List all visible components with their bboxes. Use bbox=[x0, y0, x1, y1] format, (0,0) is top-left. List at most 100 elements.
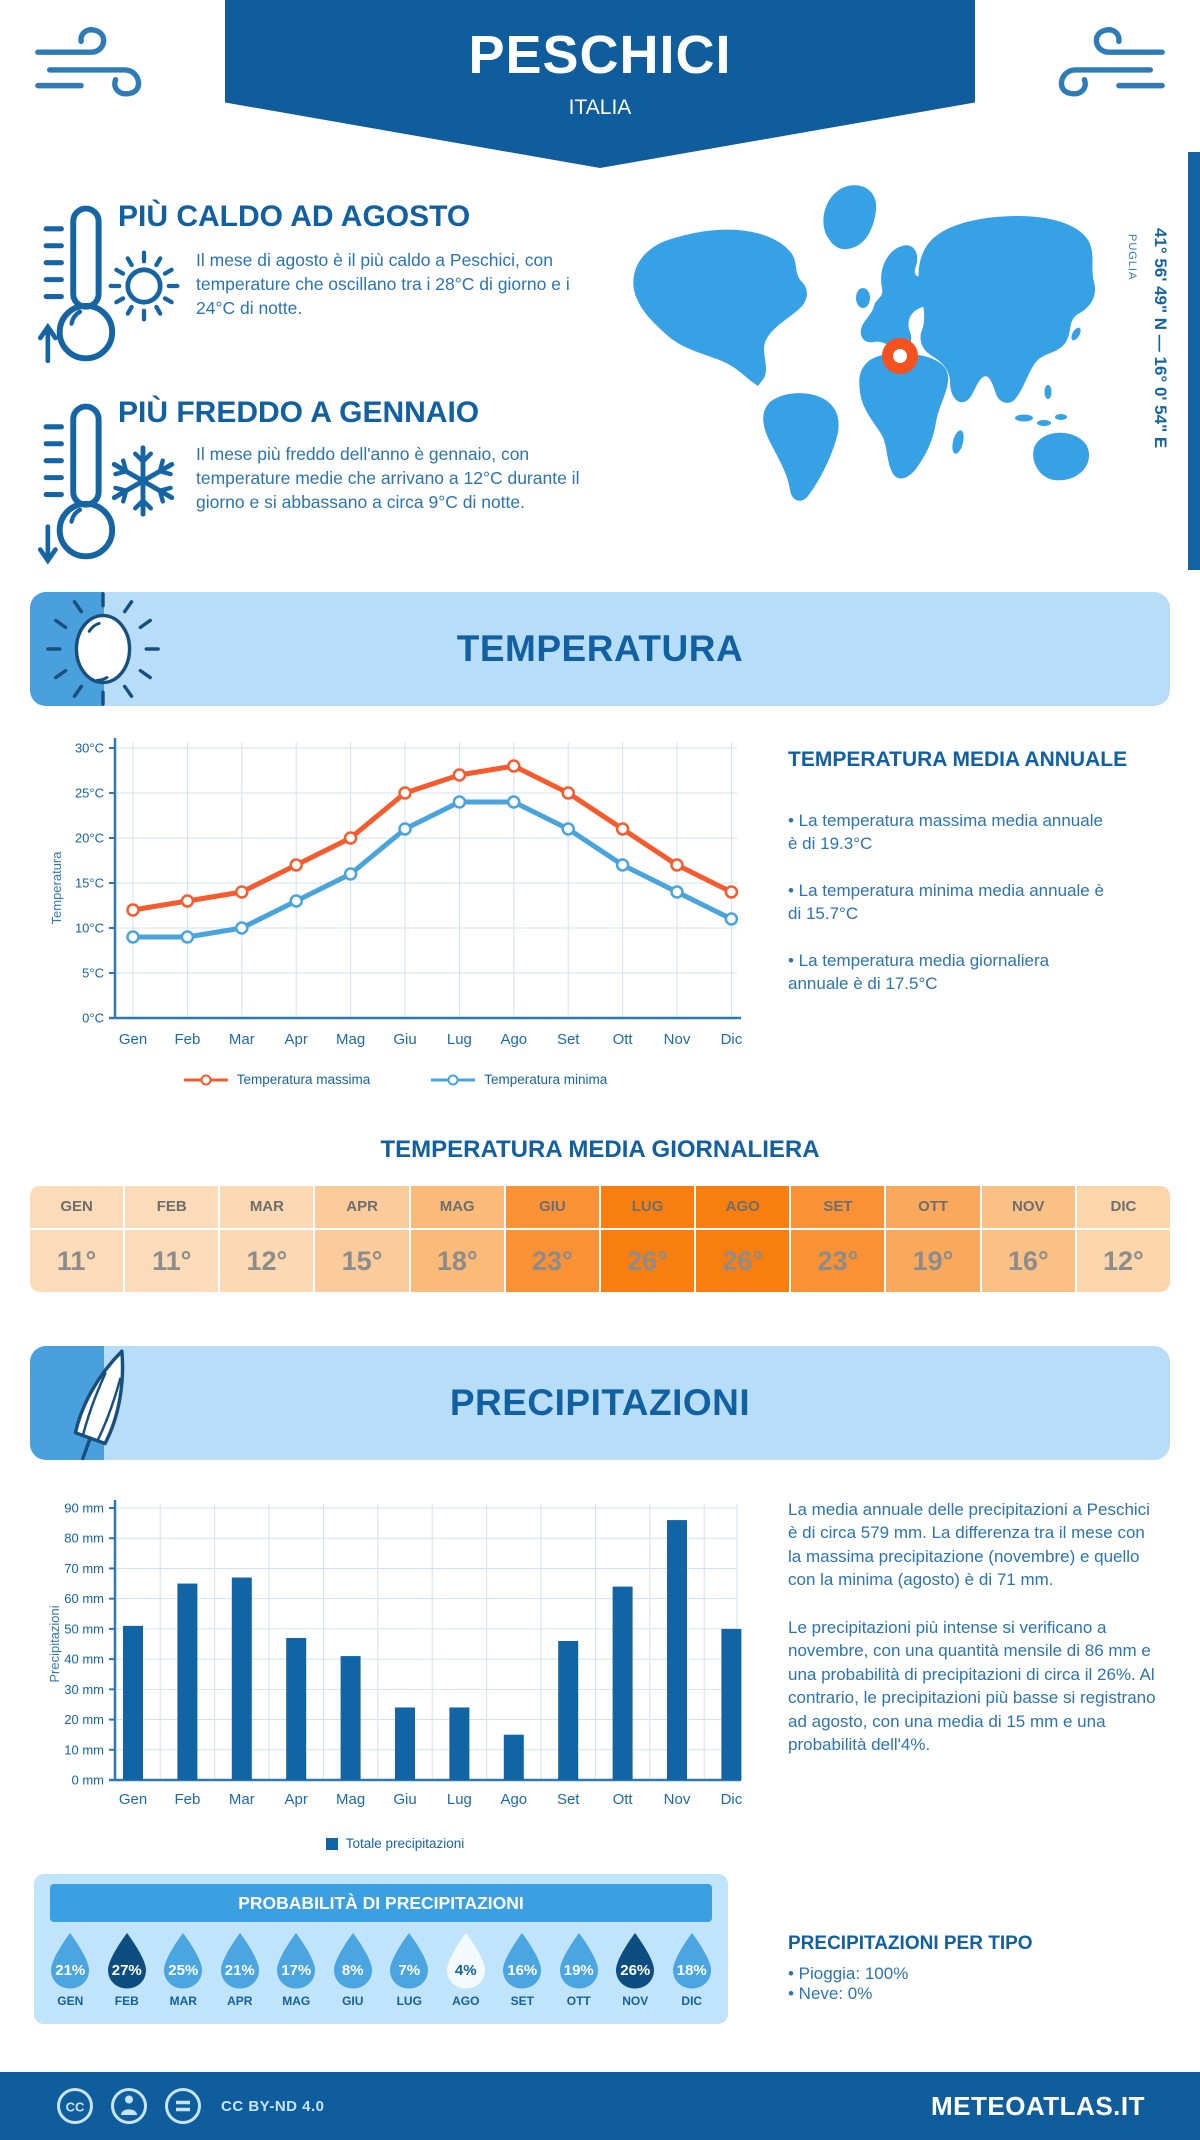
svg bbox=[164, 1933, 203, 1989]
droplet-icon: 7% bbox=[387, 1932, 431, 1990]
license-label: CC BY-ND 4.0 bbox=[221, 2097, 325, 2115]
probability-value: 4% bbox=[454, 1962, 477, 1979]
probability-cell-APR: 21% APR bbox=[212, 1932, 269, 2008]
month-cell-SET: SET 23° bbox=[791, 1186, 885, 1292]
droplet-icon: 25% bbox=[161, 1932, 205, 1990]
svg bbox=[390, 1933, 429, 1989]
month-cell-OTT: OTT 19° bbox=[886, 1186, 980, 1292]
path bbox=[51, 1933, 90, 1989]
bar-Mag bbox=[340, 1656, 361, 1780]
data-point bbox=[507, 759, 521, 773]
svg bbox=[616, 1933, 655, 1989]
legend-item: Totale precipitazioni bbox=[325, 1836, 465, 1851]
bar-Ago bbox=[503, 1734, 524, 1780]
legend-sample bbox=[431, 1074, 476, 1085]
probability-month: FEB bbox=[114, 1994, 139, 2008]
x-tick-label: Lug bbox=[447, 1031, 472, 1048]
data-point bbox=[398, 822, 412, 836]
svg bbox=[220, 1933, 259, 1989]
data-point bbox=[507, 795, 521, 809]
path bbox=[277, 1933, 316, 1989]
probability-month: AGO bbox=[452, 1994, 480, 2008]
path bbox=[220, 1933, 259, 1989]
svg bbox=[277, 1933, 316, 1989]
y-tick-label: 20 mm bbox=[64, 1712, 104, 1727]
data-point bbox=[561, 786, 575, 800]
daily-temp-heading: TEMPERATURA MEDIA GIORNALIERA bbox=[380, 1136, 820, 1163]
x-tick-label: Ago bbox=[500, 1031, 527, 1048]
data-point bbox=[235, 885, 249, 899]
warmest-heading: PIÙ CALDO AD AGOSTO bbox=[118, 200, 471, 233]
probability-month: OTT bbox=[566, 1994, 591, 2008]
probability-cell-GEN: 21% GEN bbox=[42, 1932, 99, 2008]
footer: CC CC BY-ND 4.0 METEOATLAS.IT bbox=[0, 2072, 1200, 2140]
bar-Mar bbox=[231, 1577, 252, 1780]
page-title: PESCHICI bbox=[468, 25, 732, 85]
droplet-icon: 19% bbox=[557, 1932, 601, 1990]
month-label: LUG bbox=[600, 1186, 695, 1230]
month-label: APR bbox=[315, 1186, 409, 1230]
y-tick-label: 30°C bbox=[75, 741, 104, 756]
y-tick-label: 10 mm bbox=[64, 1742, 104, 1757]
temperature-banner-title: TEMPERATURA bbox=[456, 628, 744, 669]
y-tick-label: 5°C bbox=[82, 966, 104, 981]
probability-month: GIU bbox=[342, 1994, 364, 2008]
path bbox=[672, 1933, 711, 1989]
annual-temp-bullets: • La temperatura massima media annuale è… bbox=[788, 810, 1108, 1021]
probability-value: 26% bbox=[620, 1962, 651, 1979]
month-value: 23° bbox=[531, 1246, 573, 1276]
probability-value: 21% bbox=[224, 1962, 255, 1979]
snowflake-icon bbox=[102, 445, 184, 522]
probability-value: 25% bbox=[168, 1962, 199, 1979]
probability-cell-LUG: 7% LUG bbox=[381, 1932, 438, 2008]
month-value: 15° bbox=[341, 1246, 383, 1276]
month-label: MAG bbox=[410, 1186, 504, 1230]
precipitation-legend: Totale precipitazioni bbox=[45, 1836, 745, 1851]
probability-value: 8% bbox=[341, 1962, 364, 1979]
y-tick-label: 15°C bbox=[75, 876, 104, 891]
month-cell-NOV: NOV 16° bbox=[981, 1186, 1075, 1292]
y-tick-label: 30 mm bbox=[64, 1682, 104, 1697]
per-type-bullets: • Pioggia: 100% • Neve: 0% bbox=[788, 1964, 908, 2004]
month-label: GEN bbox=[30, 1186, 124, 1230]
probability-drops: 21% GEN 27% FEB 25% MAR 21% APR 17% MAG 8% GIU 7% LUG… bbox=[42, 1932, 720, 2008]
month-cell-MAR: MAR 12° bbox=[220, 1186, 314, 1292]
bar-Nov bbox=[667, 1520, 687, 1780]
droplet-icon: 8% bbox=[331, 1932, 375, 1990]
month-value: 26° bbox=[722, 1246, 764, 1276]
droplet-icon: 21% bbox=[48, 1932, 92, 1990]
bar-Gen bbox=[123, 1625, 143, 1780]
cc-by-person-icon bbox=[111, 2088, 147, 2124]
x-tick-label: Ott bbox=[613, 1791, 634, 1808]
bar-Set bbox=[558, 1640, 579, 1780]
probability-month: SET bbox=[510, 1994, 534, 2008]
y-axis-title: Temperatura bbox=[49, 851, 64, 925]
data-point bbox=[724, 912, 739, 926]
path bbox=[390, 1933, 429, 1989]
precipitation-paragraph: Le precipitazioni più intense si verific… bbox=[788, 1617, 1156, 1755]
per-type-bullet: • Neve: 0% bbox=[788, 1984, 873, 2003]
x-tick-label: Apr bbox=[285, 1791, 308, 1808]
x-tick-label: Ago bbox=[500, 1791, 527, 1808]
sun-icon bbox=[46, 592, 160, 706]
data-point bbox=[235, 921, 249, 935]
month-cell-AGO: AGO 26° bbox=[696, 1186, 790, 1292]
data-point bbox=[670, 885, 684, 899]
x-tick-label: Nov bbox=[664, 1791, 691, 1808]
month-label: NOV bbox=[981, 1186, 1075, 1230]
circle bbox=[447, 1074, 459, 1085]
y-axis-title: Precipitazioni bbox=[47, 1605, 62, 1682]
probability-cell-NOV: 26% NOV bbox=[607, 1932, 664, 2008]
probability-value: 17% bbox=[281, 1962, 312, 1979]
precipitation-chart: 0 mm 10 mm 20 mm 30 mm 40 mm 50 mm 60 mm 70 mm 8… bbox=[45, 1468, 745, 1813]
series-line bbox=[130, 763, 734, 913]
precipitation-bar-chart: 0 mm 10 mm 20 mm 30 mm 40 mm 50 mm 60 mm 70 mm 8… bbox=[47, 1500, 743, 1808]
legend-label: Totale precipitazioni bbox=[345, 1836, 465, 1851]
month-label: DIC bbox=[1076, 1186, 1170, 1230]
y-tick-label: 90 mm bbox=[64, 1501, 104, 1516]
path bbox=[164, 1933, 203, 1989]
probability-month: NOV bbox=[622, 1994, 649, 2008]
temperature-line-chart: 0°C 5°C 10°C 15°C 20°C 25°C 30°C Gen Feb Mar Apr Ma… bbox=[49, 738, 743, 1048]
probability-value: 19% bbox=[563, 1962, 594, 1979]
per-type-bullet: • Pioggia: 100% bbox=[788, 1964, 909, 1983]
